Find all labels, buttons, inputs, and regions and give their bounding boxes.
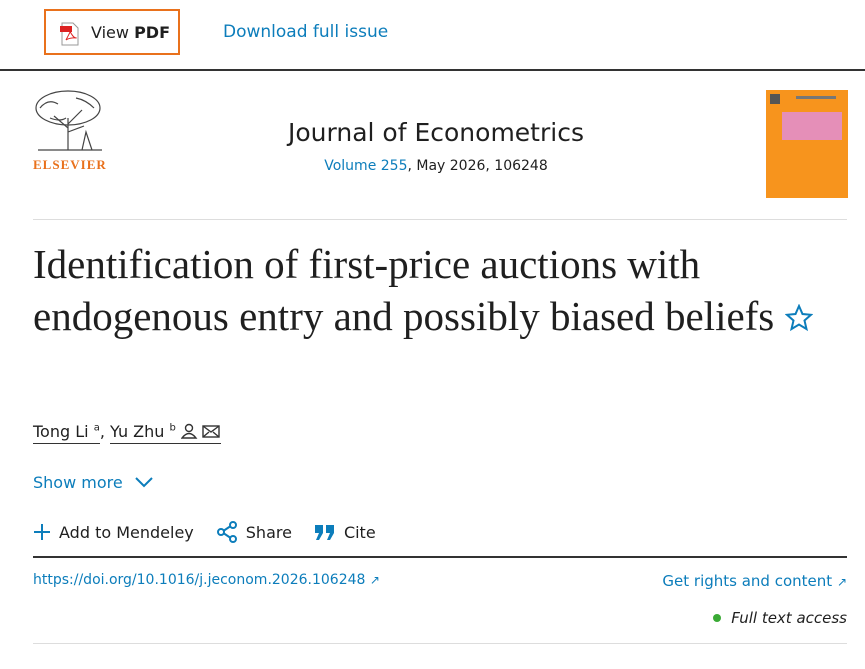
issue-info: , May 2026, 106248 xyxy=(407,158,548,174)
article-title: Identification of first-price auctions w… xyxy=(33,241,775,339)
pdf-label: PDF xyxy=(134,23,170,42)
bookmark-star[interactable] xyxy=(784,303,813,332)
author-link[interactable]: Yu Zhu b xyxy=(110,422,221,444)
publisher-name: ELSEVIER xyxy=(33,157,107,172)
divider xyxy=(33,556,847,558)
header-divider xyxy=(0,69,865,71)
show-more-label: Show more xyxy=(33,473,123,492)
action-bar: Add to Mendeley Share Cite xyxy=(33,521,376,543)
action-label: Share xyxy=(245,523,292,542)
author-name: Tong Li xyxy=(33,422,89,441)
access-label: Full text access xyxy=(731,609,847,627)
volume-link[interactable]: Volume 255 xyxy=(324,158,408,174)
doi-link[interactable]: https://doi.org/10.1016/j.jeconom.2026.1… xyxy=(33,572,380,588)
view-label: View xyxy=(91,23,129,42)
mendeley-button[interactable]: Add to Mendeley xyxy=(33,523,194,542)
cite-icon xyxy=(314,524,334,540)
show-more[interactable]: Show more xyxy=(33,473,154,492)
share-button[interactable]: Share xyxy=(216,521,292,543)
journal-name[interactable]: Journal of Econometrics xyxy=(288,118,584,147)
share-icon xyxy=(216,521,237,543)
access-status: Full text access xyxy=(713,609,847,627)
divider xyxy=(33,219,847,220)
rights: Get rights and content xyxy=(662,572,833,590)
author-icons xyxy=(180,423,220,439)
pdf-icon xyxy=(60,22,79,46)
article-title-block: Identification of first-price auctions w… xyxy=(33,238,823,342)
plus-icon xyxy=(34,523,50,540)
affiliation: a xyxy=(93,422,100,434)
view-pdf-button[interactable]: View PDF xyxy=(44,9,180,55)
download-link[interactable]: Download full issue xyxy=(223,22,389,42)
action-label: Cite xyxy=(343,522,376,542)
access-dot xyxy=(713,614,722,622)
journal-cover[interactable] xyxy=(766,90,848,198)
journal-volume-line: Volume 255, May 2026, 106248 xyxy=(236,158,636,174)
action-label: Add to Mendeley xyxy=(59,522,194,542)
author-name: Yu Zhu xyxy=(110,422,165,441)
affiliation: b xyxy=(169,422,176,434)
chevron xyxy=(135,477,153,488)
author-link[interactable]: Tong Li a xyxy=(33,422,100,444)
author-separator: , xyxy=(99,422,105,441)
authors: Tong Li a, Yu Zhu b xyxy=(33,422,221,444)
rights-link[interactable]: Get rights and content ↗ xyxy=(662,572,847,590)
elsevier-tree xyxy=(35,90,102,151)
cite-button[interactable]: Cite xyxy=(314,523,376,542)
divider xyxy=(33,643,847,644)
doi: https://doi.org/10.1016/j.jeconom.2026.1… xyxy=(33,572,366,588)
